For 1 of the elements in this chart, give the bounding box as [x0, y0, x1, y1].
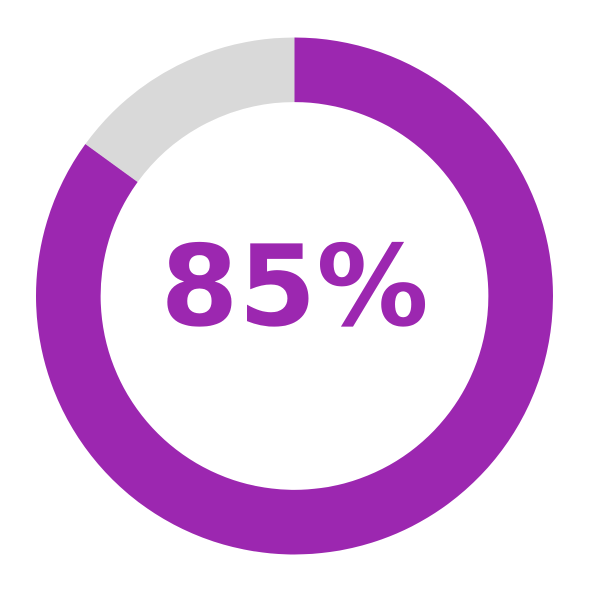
data-label: 85% — [160, 222, 429, 352]
